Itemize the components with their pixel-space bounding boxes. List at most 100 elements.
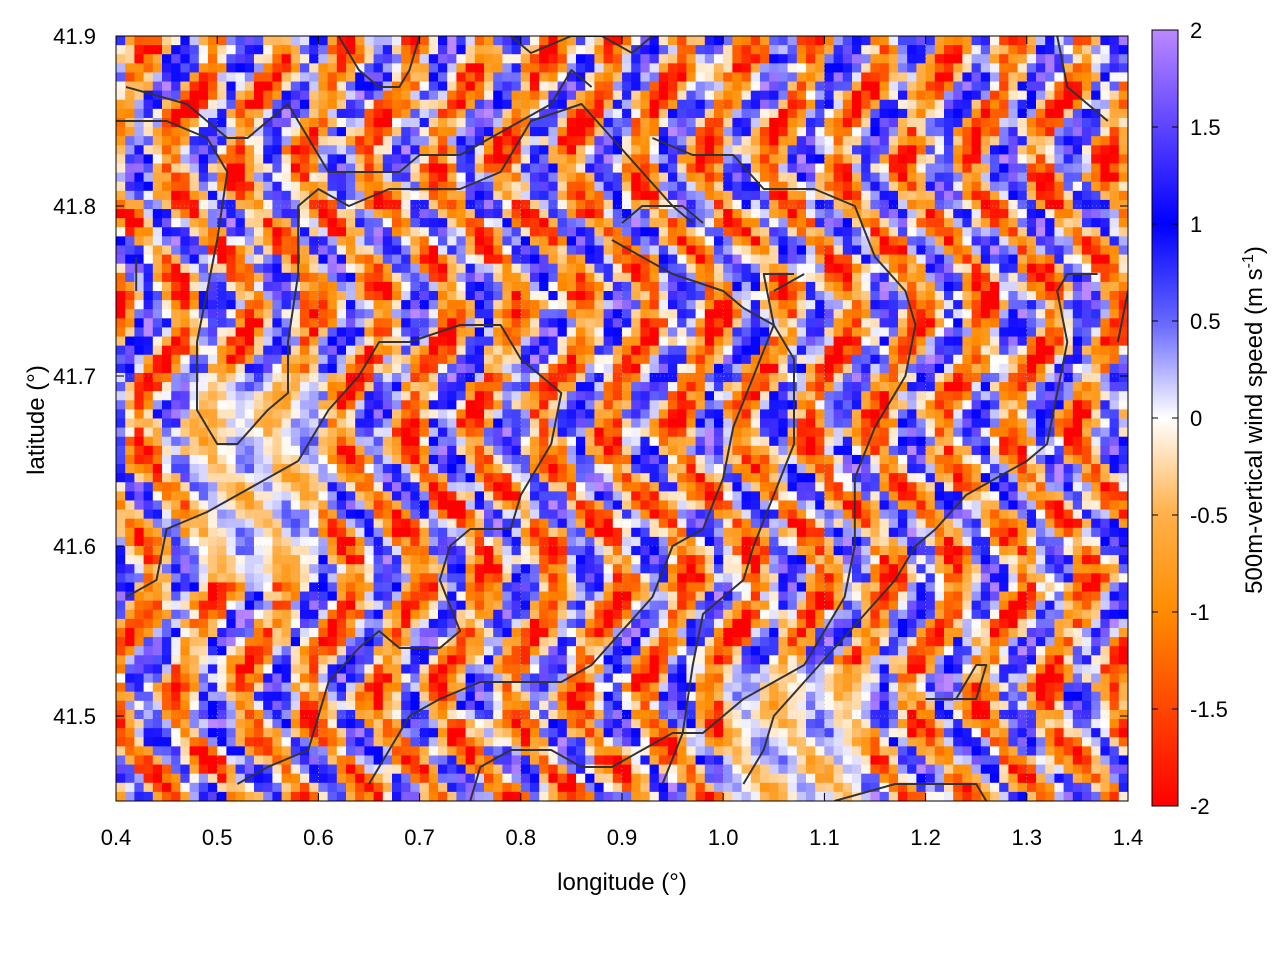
heatmap-cell — [787, 318, 798, 329]
heatmap-cell — [925, 327, 936, 338]
heatmap-cell — [1036, 72, 1046, 83]
heatmap-cell — [677, 117, 687, 128]
heatmap-cell — [208, 72, 218, 83]
heatmap-cell — [778, 209, 789, 219]
heatmap-cell — [778, 54, 789, 64]
heatmap-cell — [732, 272, 743, 283]
heatmap-cell — [870, 309, 881, 319]
heatmap-cell — [263, 117, 273, 128]
heatmap-cell — [116, 263, 126, 274]
heatmap-cell — [438, 90, 448, 101]
heatmap-cell — [355, 36, 365, 46]
heatmap-cell — [695, 382, 706, 392]
heatmap-cell — [382, 409, 393, 420]
heatmap-cell — [410, 436, 421, 447]
heatmap-cell — [401, 145, 411, 155]
heatmap-cell — [971, 345, 982, 356]
heatmap-cell — [999, 345, 1009, 356]
heatmap-cell — [226, 245, 237, 256]
heatmap-cell — [787, 418, 798, 429]
heatmap-cell — [152, 99, 163, 110]
heatmap-cell — [548, 291, 559, 301]
heatmap-cell — [1017, 409, 1028, 420]
heatmap-cell — [907, 291, 917, 301]
heatmap-cell — [870, 372, 881, 383]
heatmap-cell — [484, 272, 494, 283]
heatmap-cell — [355, 263, 365, 274]
heatmap-cell — [290, 427, 301, 438]
heatmap-cell — [162, 345, 172, 356]
heatmap-cell — [226, 127, 237, 137]
heatmap-cell — [235, 127, 246, 137]
heatmap-cell — [898, 327, 908, 338]
heatmap-cell — [217, 117, 227, 128]
heatmap-cell — [1091, 108, 1101, 119]
heatmap-cell — [999, 36, 1009, 46]
heatmap-cell — [336, 199, 347, 210]
heatmap-cell — [125, 327, 135, 338]
heatmap-cell — [125, 236, 135, 247]
heatmap-cell — [162, 81, 172, 92]
heatmap-cell — [723, 90, 733, 101]
heatmap-cell — [631, 327, 641, 338]
heatmap-cell — [392, 218, 402, 228]
heatmap-cell — [934, 263, 945, 274]
heatmap-cell — [888, 345, 899, 356]
heatmap-cell — [953, 181, 963, 192]
heatmap-cell — [1091, 72, 1101, 83]
heatmap-cell — [852, 36, 862, 46]
heatmap-cell — [861, 391, 871, 401]
heatmap-cell — [815, 145, 825, 155]
heatmap-cell — [309, 108, 319, 119]
heatmap-cell — [300, 336, 310, 347]
heatmap-cell — [1072, 363, 1083, 374]
heatmap-cell — [686, 254, 697, 265]
heatmap-cell — [631, 345, 641, 356]
heatmap-cell — [732, 108, 743, 119]
heatmap-cell — [980, 117, 991, 128]
heatmap-cell — [686, 400, 697, 410]
heatmap-cell — [953, 363, 963, 374]
heatmap-cell — [852, 336, 862, 347]
heatmap-cell — [824, 227, 835, 237]
heatmap-cell — [456, 63, 467, 74]
heatmap-cell — [1063, 300, 1074, 310]
heatmap-cell — [870, 99, 881, 110]
heatmap-cell — [750, 136, 761, 146]
heatmap-cell — [447, 336, 457, 347]
heatmap-cell — [281, 318, 292, 329]
heatmap-cell — [1063, 45, 1074, 55]
heatmap-cell — [143, 281, 154, 292]
heatmap-cell — [502, 382, 513, 392]
heatmap-cell — [226, 72, 237, 83]
heatmap-cell — [392, 382, 402, 392]
heatmap-cell — [336, 345, 347, 356]
heatmap-cell — [714, 154, 724, 165]
heatmap-cell — [962, 418, 973, 429]
heatmap-cell — [125, 345, 135, 356]
heatmap-cell — [1054, 391, 1065, 401]
heatmap-cell — [842, 281, 853, 292]
heatmap-cell — [898, 372, 908, 383]
heatmap-cell — [695, 272, 706, 283]
heatmap-cell — [364, 263, 375, 274]
heatmap-cell — [1008, 63, 1019, 74]
heatmap-cell — [493, 72, 503, 83]
heatmap-cell — [566, 218, 577, 228]
heatmap-cell — [594, 90, 605, 101]
heatmap-cell — [649, 263, 660, 274]
heatmap-cell — [833, 391, 844, 401]
heatmap-cell — [603, 236, 614, 247]
heatmap-cell — [732, 181, 743, 192]
heatmap-cell — [134, 272, 145, 283]
heatmap-cell — [520, 108, 531, 119]
heatmap-cell — [576, 181, 586, 192]
heatmap-cell — [934, 354, 945, 365]
heatmap-cell — [143, 145, 154, 155]
heatmap-cell — [916, 272, 927, 283]
heatmap-cell — [953, 409, 963, 420]
heatmap-cell — [1008, 190, 1019, 201]
heatmap-cell — [870, 363, 881, 374]
heatmap-cell — [750, 72, 761, 83]
heatmap-cell — [162, 400, 172, 410]
